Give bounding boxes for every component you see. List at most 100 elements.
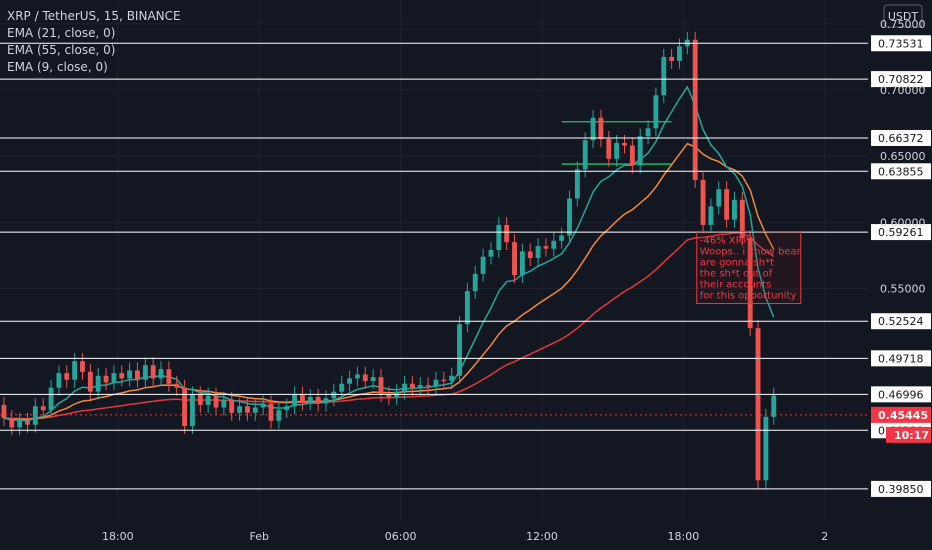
time-tick-5: 2: [821, 530, 828, 543]
candle: [441, 371, 447, 390]
candle: [221, 391, 227, 416]
level-label-3: 0.63855: [878, 165, 924, 178]
candle: [229, 391, 235, 421]
candle-body: [747, 238, 753, 329]
candle: [80, 353, 85, 380]
candle: [135, 362, 140, 388]
candle-body: [347, 378, 352, 384]
price-tick-4: 0.55000: [880, 282, 926, 295]
candle-body: [182, 387, 188, 427]
candle-body: [299, 394, 305, 403]
candle-body: [354, 374, 360, 379]
candle-body: [127, 370, 133, 379]
time-axis[interactable]: 18:00 Feb 06:00 12:00 18:00 2: [0, 520, 932, 550]
countdown-label: 10:17: [894, 429, 929, 442]
candle: [378, 369, 384, 403]
candle-body: [64, 373, 70, 380]
candle: [409, 375, 415, 396]
level-label-1: 0.70822: [878, 73, 924, 86]
candle-body: [190, 394, 195, 427]
candle: [496, 216, 502, 259]
candle: [72, 353, 78, 388]
candle: [755, 320, 761, 489]
candle-body: [614, 142, 620, 159]
candle: [111, 365, 117, 391]
time-tick-0: 18:00: [102, 530, 134, 543]
candle: [724, 181, 730, 228]
level-label-9: 0.39850: [878, 483, 924, 496]
level-tag-6: [871, 350, 931, 367]
candle-body: [386, 394, 392, 397]
time-tick-2: 06:00: [385, 530, 417, 543]
candle: [402, 375, 407, 400]
candle: [103, 367, 109, 391]
annotation-line-0: -46% XRP...: [700, 236, 757, 247]
countdown-tag: [886, 426, 931, 443]
candle: [472, 265, 478, 300]
candle-body: [512, 242, 517, 276]
candle: [370, 369, 376, 390]
currency-badge[interactable]: [883, 4, 923, 28]
candle: [692, 31, 698, 188]
candle-body: [606, 138, 612, 159]
candle-body: [142, 365, 148, 380]
legend: XRP / TetherUS, 15, BINANCE EMA (21, clo…: [7, 9, 181, 74]
candle-body: [213, 395, 219, 408]
candle: [614, 134, 620, 167]
legend-title: XRP / TetherUS, 15, BINANCE: [7, 9, 181, 23]
candle-body: [25, 420, 30, 425]
candle: [205, 387, 211, 413]
candle-body: [119, 373, 125, 379]
candle-body: [9, 418, 15, 428]
candle: [245, 398, 250, 421]
candle: [417, 377, 423, 396]
candle-body: [700, 179, 706, 225]
candle-body: [496, 224, 502, 251]
candle: [25, 412, 30, 433]
annotation-line-5: for this opportunity: [700, 291, 797, 302]
current-price-label: 0.45445: [878, 409, 928, 422]
candle: [449, 367, 455, 390]
candle-body: [417, 385, 423, 388]
candle-body: [1, 404, 7, 419]
candle: [174, 375, 180, 396]
candle-body: [17, 420, 23, 428]
candle-body: [449, 375, 455, 382]
candle: [40, 398, 46, 419]
legend-ema55: EMA (55, close, 0): [7, 43, 115, 57]
candle: [559, 227, 565, 249]
candle-body: [166, 369, 172, 384]
candle: [292, 386, 298, 415]
level-tag-5: [871, 313, 931, 330]
candle: [331, 383, 337, 407]
candle: [457, 316, 462, 384]
candle-body: [622, 142, 627, 146]
candle-body: [221, 399, 227, 408]
candle: [119, 365, 125, 387]
candle-body: [32, 406, 38, 425]
candle: [653, 87, 659, 137]
candle-body: [669, 56, 675, 61]
candle: [347, 370, 352, 392]
candlestick-series: [1, 31, 777, 489]
candle: [252, 399, 258, 421]
price-axis[interactable]: USDT 0.73531 0.70822 0.66372 0.63855 0.59261…: [868, 0, 932, 520]
annotation-line-3: the sh*t out of: [700, 269, 773, 280]
candle: [166, 361, 172, 392]
price-tick-2: 0.65000: [880, 150, 926, 163]
candle-body: [95, 375, 101, 392]
time-tick-3: 12:00: [526, 530, 558, 543]
candle-body: [692, 39, 698, 180]
candle-body: [370, 377, 376, 382]
annotation-line-4: their accounts: [700, 280, 772, 291]
candle-body: [755, 328, 761, 481]
grid-lines: [0, 0, 868, 520]
candle-body: [732, 199, 737, 220]
annotation-line-1: Woops.. i know bear: [700, 247, 802, 258]
time-tick-4: 18:00: [668, 530, 700, 543]
candle-body: [559, 235, 565, 241]
candle: [315, 389, 321, 412]
candle: [158, 361, 164, 387]
candle-body: [409, 383, 415, 388]
